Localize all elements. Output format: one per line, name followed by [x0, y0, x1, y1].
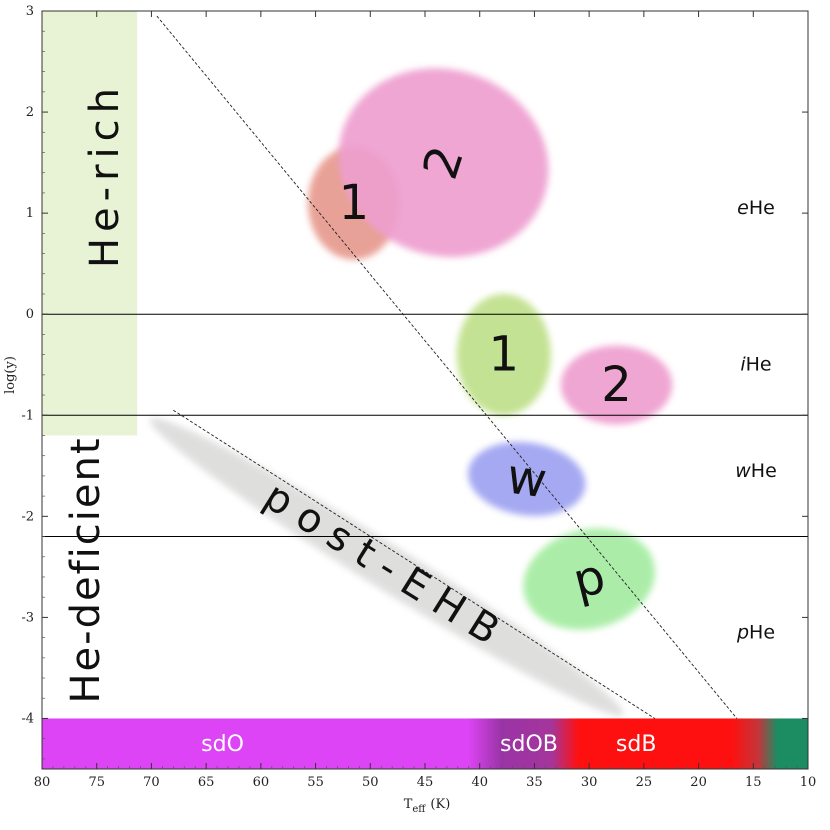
spectral-band-label-2: sdOB [500, 732, 558, 757]
y-axis-label: log(y) [3, 356, 18, 394]
y-axis: 3 2 1 0 -1 -2 -3 -4 [21, 4, 808, 760]
x-tick-label-8: 45 [417, 775, 434, 790]
spectral-class-band [42, 718, 808, 769]
spectral-band-labels: sdO sdOB sdB [201, 732, 656, 757]
class-label-suffix: He [749, 622, 775, 644]
x-axis-label-unit: (K) [430, 797, 450, 812]
reference-line-1 [156, 15, 738, 719]
x-tick-label-9: 40 [471, 775, 488, 790]
regions [149, 68, 673, 716]
class-label-prefix: i [740, 354, 746, 376]
y-tick-label-7: -3 [21, 610, 34, 625]
y-tick-label-3: 1 [26, 206, 34, 221]
x-tick-label-7: 50 [362, 775, 379, 790]
x-axis: 80 75 70 65 60 55 50 45 40 35 30 25 20 15 10 [34, 11, 817, 790]
class-boundaries [42, 313, 808, 538]
x-tick-label-12: 25 [636, 775, 653, 790]
class-label-prefix: w [735, 460, 751, 482]
class-label-2: iHe [740, 354, 771, 376]
y-tick-label-2: 2 [26, 105, 34, 120]
x-tick-label-2: 75 [88, 775, 105, 790]
class-label-4: pHe [736, 622, 775, 644]
y-tick-label-8: -4 [21, 711, 34, 726]
x-tick-label-11: 30 [581, 775, 598, 790]
x-tick-label-6: 55 [307, 775, 324, 790]
he-rich-label: He-rich [82, 82, 128, 268]
class-label-prefix: e [737, 197, 749, 219]
region-label-7: post-EHB [256, 473, 518, 660]
y-tick-label-1: 3 [26, 4, 34, 19]
x-tick-label-4: 65 [198, 775, 215, 790]
he-deficient-label: He-deficient [63, 436, 109, 703]
region-2 [338, 68, 549, 257]
y-tick-label-5: -1 [21, 408, 34, 423]
x-tick-label-14: 15 [745, 775, 762, 790]
y-tick-label-6: -2 [21, 509, 34, 524]
region-label-3: 1 [489, 327, 520, 383]
region-5 [468, 441, 586, 516]
spectral-band-label-1: sdO [201, 732, 244, 757]
x-tick-label-10: 35 [526, 775, 543, 790]
region-4 [560, 345, 673, 425]
x-axis-label: Teff (K) [404, 797, 451, 815]
y-tick-label-4: 0 [26, 307, 34, 322]
x-tick-label-3: 70 [143, 775, 160, 790]
spectral-band-label-3: sdB [616, 732, 657, 757]
x-tick-label-13: 20 [690, 775, 707, 790]
class-label-prefix: p [736, 622, 749, 644]
class-label-suffix: He [749, 197, 775, 219]
class-label-suffix: He [746, 354, 772, 376]
he-rich-band [42, 11, 138, 436]
region-3 [456, 293, 551, 416]
region-7 [149, 417, 624, 716]
class-label-suffix: He [751, 460, 777, 482]
x-tick-label-15: 10 [800, 775, 817, 790]
region-6 [523, 528, 656, 630]
region-label-5: w [503, 448, 550, 509]
region-label-1: 1 [339, 175, 370, 231]
x-axis-label-main: T [404, 797, 413, 812]
reference-lines [156, 15, 738, 719]
x-tick-label-5: 60 [253, 775, 270, 790]
x-tick-label-1: 80 [34, 775, 51, 790]
region-label-4: 2 [601, 357, 632, 413]
class-label-1: eHe [737, 197, 775, 219]
class-label-3: wHe [735, 460, 777, 482]
reference-line-2 [173, 409, 656, 719]
x-axis-label-sub: eff [412, 804, 426, 815]
